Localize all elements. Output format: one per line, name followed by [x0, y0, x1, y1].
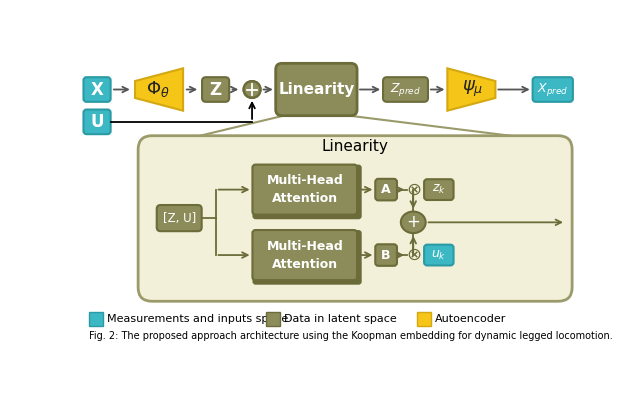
Text: A: A	[381, 183, 391, 196]
Text: $\psi_\mu$: $\psi_\mu$	[462, 79, 484, 99]
FancyBboxPatch shape	[252, 230, 357, 280]
FancyBboxPatch shape	[375, 244, 397, 266]
Text: [Z, U]: [Z, U]	[163, 211, 196, 225]
FancyBboxPatch shape	[252, 230, 362, 285]
FancyBboxPatch shape	[202, 77, 229, 102]
FancyBboxPatch shape	[252, 165, 362, 219]
FancyBboxPatch shape	[424, 179, 454, 200]
FancyBboxPatch shape	[138, 136, 572, 301]
Polygon shape	[447, 68, 495, 111]
Polygon shape	[135, 68, 183, 111]
FancyBboxPatch shape	[375, 179, 397, 200]
FancyBboxPatch shape	[276, 63, 357, 116]
Text: Autoencoder: Autoencoder	[435, 314, 506, 324]
Text: Measurements and inputs space: Measurements and inputs space	[107, 314, 289, 324]
FancyBboxPatch shape	[83, 77, 111, 102]
FancyBboxPatch shape	[157, 205, 202, 231]
Circle shape	[244, 81, 260, 98]
FancyBboxPatch shape	[90, 312, 103, 326]
Ellipse shape	[401, 211, 426, 233]
FancyBboxPatch shape	[383, 77, 428, 102]
Text: Linearity: Linearity	[322, 139, 388, 154]
FancyBboxPatch shape	[266, 312, 280, 326]
Text: $\otimes$: $\otimes$	[406, 181, 421, 198]
Text: Linearity: Linearity	[278, 82, 355, 97]
Text: $z_k$: $z_k$	[432, 183, 446, 196]
Text: Multi-Head
Attention: Multi-Head Attention	[266, 174, 343, 205]
Text: $X_{pred}$: $X_{pred}$	[537, 81, 568, 98]
FancyBboxPatch shape	[424, 245, 454, 265]
Text: $\Phi_\theta$: $\Phi_\theta$	[145, 79, 170, 99]
Text: Z: Z	[209, 81, 221, 99]
Text: X: X	[91, 81, 104, 99]
Text: $\otimes$: $\otimes$	[406, 246, 421, 264]
Text: Fig. 2: The proposed approach architecture using the Koopman embedding for dynam: Fig. 2: The proposed approach architectu…	[90, 331, 613, 341]
Text: U: U	[90, 113, 104, 131]
Text: B: B	[381, 248, 391, 262]
FancyBboxPatch shape	[83, 110, 111, 134]
Text: $Z_{pred}$: $Z_{pred}$	[390, 81, 421, 98]
FancyBboxPatch shape	[417, 312, 431, 326]
FancyBboxPatch shape	[532, 77, 573, 102]
FancyBboxPatch shape	[252, 165, 357, 215]
Text: +: +	[406, 213, 420, 231]
Text: $u_k$: $u_k$	[431, 248, 447, 262]
Text: Multi-Head
Attention: Multi-Head Attention	[266, 240, 343, 270]
Text: Data in latent space: Data in latent space	[284, 314, 397, 324]
